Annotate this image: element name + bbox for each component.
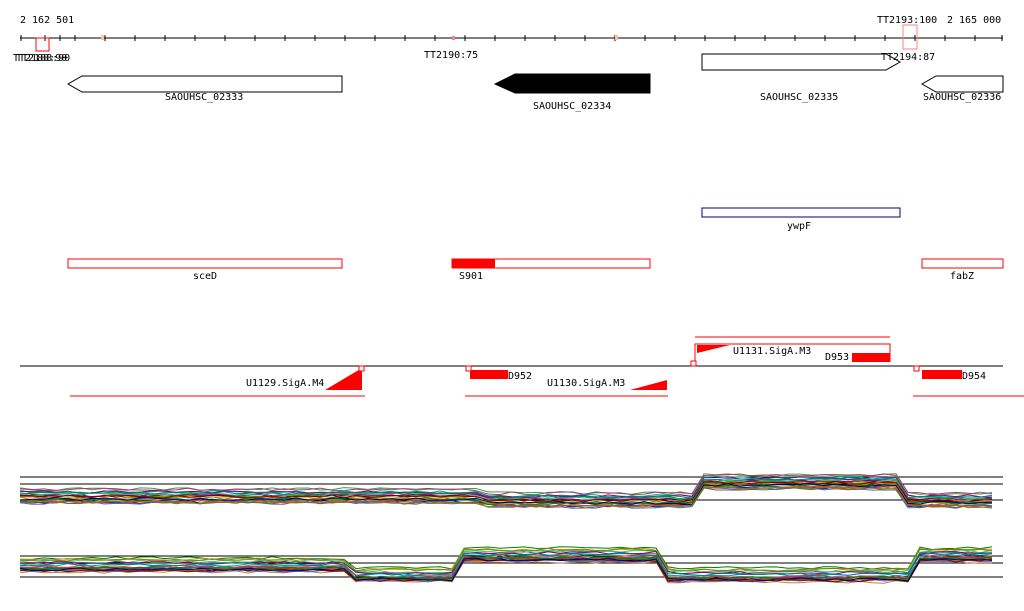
gene-track: SAOUHSC_02333 SAOUHSC_02334 SAOUHSC_0233… — [66, 52, 1004, 112]
expression-trace — [19, 480, 993, 503]
transcript-start-d954 — [913, 365, 920, 372]
feature-track: ywpF sceD S901 fabZ — [67, 207, 1004, 282]
transcript-start-u1129 — [358, 365, 365, 372]
terminator-track: TT2188:90 TT2188:90 TT2190:75 TT2193:100 — [13, 15, 937, 64]
expression-trace — [19, 547, 993, 572]
expression-trace — [19, 473, 993, 496]
expression-trace — [19, 476, 993, 500]
terminator-dot-1 — [101, 35, 104, 40]
terminator-marker-tt2190[interactable] — [452, 36, 455, 40]
gene-label-saouhsc-02335: SAOUHSC_02335 — [760, 92, 838, 103]
terminator-marker-tt2193[interactable] — [902, 24, 918, 50]
expression-trace — [19, 546, 993, 570]
expression-trace — [19, 554, 993, 579]
transcript-ramp-u1131 — [697, 345, 730, 353]
transcript-label-d953: D953 — [825, 352, 849, 363]
terminator-marker-tt2188[interactable] — [35, 37, 50, 52]
terminator-label-tt2190: TT2190:75 — [424, 50, 478, 61]
terminator-label-tt2194: TT2194:87 — [881, 52, 935, 63]
terminator-label-tt2188: TT2188:90 — [13, 53, 67, 64]
expression-trace — [19, 552, 993, 577]
expression-bottom-traces — [19, 546, 993, 584]
gene-arrow-saouhsc-02336[interactable] — [920, 75, 1004, 93]
terminator-label-tt2193: TT2193:100 — [877, 15, 937, 26]
transcript-block-d954[interactable] — [922, 370, 962, 379]
transcript-start-d952 — [465, 365, 472, 372]
expression-panel-top — [19, 473, 1003, 509]
expression-trace — [19, 557, 993, 582]
gene-label-saouhsc-02333: SAOUHSC_02333 — [165, 92, 243, 103]
gene-arrow-saouhsc-02335[interactable] — [701, 53, 902, 71]
terminator-label-tt2188-overlap: TT2188:90 — [16, 53, 70, 64]
transcript-label-u1129: U1129.SigA.M4 — [246, 378, 324, 389]
feature-label-sced: sceD — [193, 271, 217, 282]
expression-trace — [19, 473, 993, 496]
gene-label-saouhsc-02334: SAOUHSC_02334 — [533, 101, 611, 112]
terminator-dot-2 — [615, 35, 618, 40]
expression-panel-bottom — [19, 546, 1003, 584]
transcript-block-d952[interactable] — [470, 370, 508, 379]
feature-box-fabz[interactable] — [921, 258, 1004, 269]
feature-label-ywpf: ywpF — [787, 221, 811, 232]
transcript-ramp-u1129 — [325, 368, 362, 390]
gene-label-saouhsc-02336: SAOUHSC_02336 — [923, 92, 1001, 103]
transcript-label-d952: D952 — [508, 371, 532, 382]
transcript-block-d953[interactable] — [852, 353, 890, 362]
expression-top-traces — [19, 473, 993, 509]
feature-fill-s901 — [452, 259, 495, 268]
feature-label-fabz: fabZ — [950, 271, 974, 282]
transcript-label-d954: D954 — [962, 371, 986, 382]
transcript-track: U1129.SigA.M4 U1130.SigA.M3 U1131.SigA.M… — [20, 336, 1024, 397]
coordinate-ruler: 2 162 501 2 165 000 — [20, 15, 1003, 41]
transcript-ramp-u1130 — [630, 380, 667, 390]
feature-label-s901: S901 — [459, 271, 483, 282]
feature-box-sced[interactable] — [67, 258, 343, 269]
ruler-start-label: 2 162 501 — [20, 15, 74, 26]
transcript-start-u1131 — [690, 360, 697, 367]
expression-trace — [19, 483, 993, 506]
expression-trace — [19, 486, 993, 509]
gene-arrow-saouhsc-02333[interactable] — [66, 75, 343, 93]
gene-arrow-saouhsc-02334[interactable] — [493, 73, 651, 94]
transcript-label-u1131: U1131.SigA.M3 — [733, 346, 811, 357]
ruler-end-label: 2 165 000 — [947, 15, 1001, 26]
transcript-label-u1130: U1130.SigA.M3 — [547, 378, 625, 389]
feature-box-ywpf[interactable] — [701, 207, 901, 218]
